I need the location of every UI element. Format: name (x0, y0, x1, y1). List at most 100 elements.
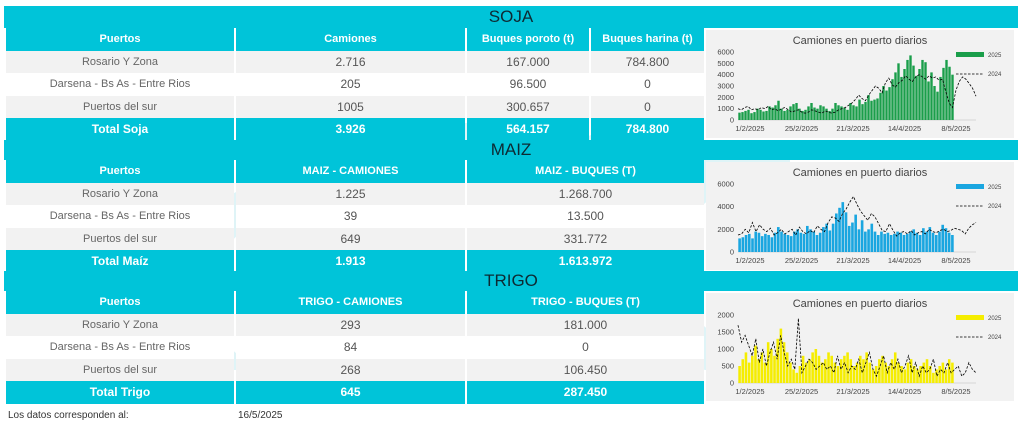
y-tick-label: 4000 (717, 70, 734, 79)
chart-maiz-camiones: Camiones en puerto diarios 0 2000 4000 6000 1… (706, 162, 1014, 270)
bar (833, 362, 837, 383)
total-camiones: 3.926 (236, 118, 465, 141)
bar (933, 86, 936, 120)
bar (922, 362, 926, 383)
bar (905, 233, 909, 252)
table-row: Darsena - Bs As - Entre Rios 84 0 (6, 336, 704, 359)
bar (785, 352, 789, 383)
bar (802, 233, 806, 252)
soja-table: Puertos Camiones Buques poroto (t) Buque… (4, 28, 706, 141)
bar (763, 362, 767, 383)
bar (930, 72, 933, 120)
bar (825, 108, 828, 120)
x-tick-label: 21/3/2025 (836, 256, 869, 265)
bar (817, 355, 821, 383)
bar (854, 214, 857, 252)
bar (838, 207, 841, 252)
chart-title: Camiones en puerto diarios (793, 167, 928, 179)
bar (759, 109, 762, 120)
bar (822, 227, 825, 252)
col-header-buques-harina: Buques harina (t) (591, 28, 704, 51)
bar (789, 236, 793, 252)
bar (837, 105, 840, 120)
total-buques-poroto: 564.157 (467, 118, 589, 141)
bar (750, 113, 753, 120)
legend-label-2024: 2024 (988, 204, 1002, 210)
bar (753, 112, 756, 120)
bar (919, 366, 922, 383)
bar (741, 359, 745, 383)
bar (767, 235, 770, 252)
bar (900, 366, 903, 383)
bar (847, 225, 851, 252)
total-label: Total Trigo (6, 381, 234, 404)
bar (913, 366, 916, 383)
bar (874, 366, 878, 383)
bar (747, 109, 750, 120)
footer-label: Los datos corresponden al: (8, 410, 129, 421)
bar (896, 231, 899, 252)
bar (941, 362, 945, 383)
bar (793, 231, 796, 252)
x-tick-label: 8/5/2025 (941, 256, 970, 265)
bar (870, 223, 874, 252)
y-tick-label: 4000 (717, 202, 734, 211)
table-row: Rosario Y Zona 2.716 167.000 784.800 (6, 50, 704, 73)
y-tick-label: 2000 (717, 93, 734, 102)
bar (909, 231, 912, 252)
bar (922, 228, 925, 252)
table-row: Darsena - Bs As - Entre Rios 205 96.500 … (6, 73, 704, 96)
bar (864, 101, 867, 120)
legend-swatch-2025 (956, 52, 984, 57)
bar (852, 366, 856, 383)
bar (741, 112, 744, 120)
bar (890, 359, 894, 383)
bar (841, 202, 845, 252)
bar (891, 79, 894, 120)
bar (783, 110, 786, 120)
bar (792, 104, 795, 120)
bar (816, 108, 819, 120)
trigo-header-row: Puertos TRIGO - CAMIONES TRIGO - BUQUES … (6, 291, 704, 314)
y-tick-label: 1000 (717, 104, 734, 113)
bar (747, 233, 751, 252)
chart-title: Camiones en puerto diarios (793, 35, 928, 47)
bar (798, 108, 801, 120)
camiones-value: 205 (236, 73, 465, 96)
y-tick-label: 2000 (717, 225, 734, 234)
bar (773, 355, 776, 383)
table-row: Rosario Y Zona 293 181.000 (6, 313, 704, 336)
bar (809, 229, 812, 252)
x-tick-label: 25/2/2025 (785, 124, 818, 133)
y-tick-label: 6000 (717, 180, 734, 189)
bar (813, 107, 816, 120)
bar (864, 231, 867, 252)
port-name: Rosario Y Zona (6, 50, 234, 73)
bar (944, 369, 948, 383)
maiz-table: Puertos MAIZ - CAMIONES MAIZ - BUQUES (T… (4, 160, 706, 273)
bar (844, 212, 848, 252)
bar (855, 362, 859, 383)
bar (751, 355, 754, 383)
bar (928, 366, 932, 383)
bar (885, 90, 888, 120)
bar (807, 106, 810, 120)
bar (798, 366, 802, 383)
soja-header-row: Puertos Camiones Buques poroto (t) Buque… (6, 28, 704, 51)
bar (815, 235, 819, 252)
bar (782, 342, 786, 383)
bar (825, 223, 828, 252)
bar (754, 345, 757, 383)
port-name: Puertos del sur (6, 95, 234, 118)
bar (947, 359, 951, 383)
bar (796, 229, 799, 252)
table-row: Rosario Y Zona 1.225 1.268.700 (6, 182, 704, 205)
x-tick-label: 8/5/2025 (941, 387, 970, 396)
bar (916, 369, 919, 383)
bar (835, 213, 838, 252)
bar (951, 74, 954, 120)
bar (899, 232, 903, 252)
bar (783, 233, 787, 252)
camiones-value: 1005 (236, 95, 465, 118)
col-header-puertos: Puertos (6, 160, 234, 183)
